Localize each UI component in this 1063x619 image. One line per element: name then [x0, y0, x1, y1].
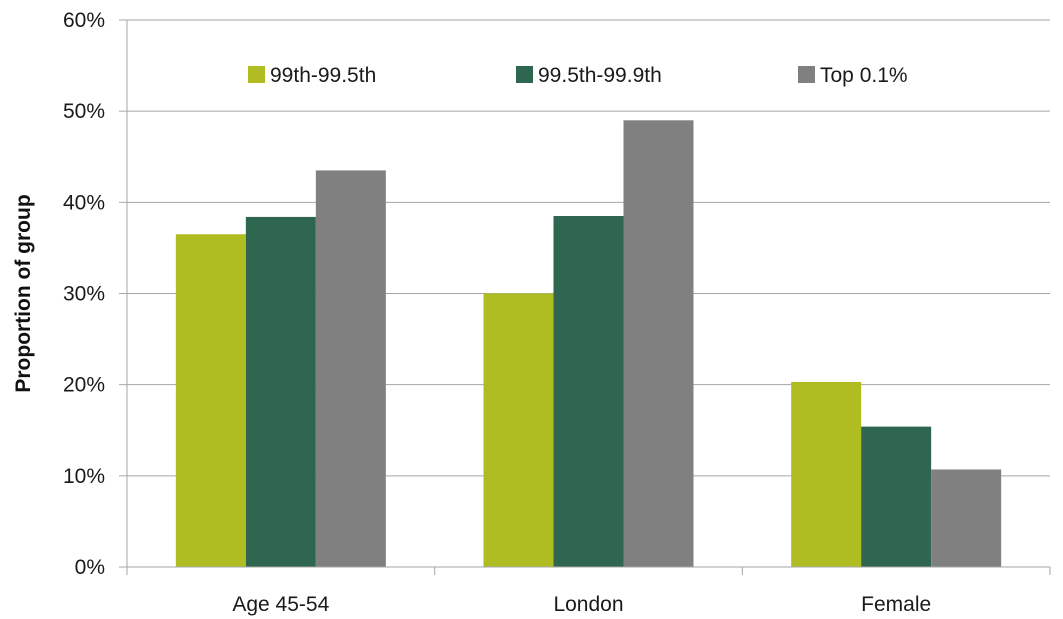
- y-tick-label: 0%: [75, 556, 105, 579]
- legend-label: 99.5th-99.9th: [538, 64, 662, 87]
- legend: 99th-99.5th 99.5th-99.9th Top 0.1%: [248, 64, 908, 87]
- x-tick-label: Female: [861, 593, 931, 616]
- x-tick-label: London: [553, 593, 623, 616]
- legend-swatch: [248, 66, 265, 83]
- legend-label: Top 0.1%: [820, 64, 908, 87]
- bar: [553, 216, 624, 567]
- y-tick-label: 50%: [63, 100, 105, 123]
- bar: [483, 293, 554, 567]
- bar: [245, 216, 316, 568]
- bar: [175, 234, 246, 567]
- y-tick-label: 60%: [63, 9, 105, 32]
- legend-swatch: [516, 66, 533, 83]
- legend-label: 99th-99.5th: [270, 64, 376, 87]
- y-tick-label: 20%: [63, 374, 105, 397]
- y-tick-label: 30%: [63, 283, 105, 306]
- y-tick-label: 10%: [63, 465, 105, 488]
- bar: [623, 120, 694, 568]
- x-tick-label: Age 45-54: [232, 593, 329, 616]
- bar: [861, 426, 932, 567]
- legend-item: 99.5th-99.9th: [516, 64, 662, 87]
- y-tick-label: 40%: [63, 191, 105, 214]
- bar: [791, 381, 862, 567]
- bars: [175, 120, 1002, 568]
- bar: [931, 469, 1002, 567]
- bar: [315, 170, 386, 568]
- y-tick-labels: 0% 10% 20% 30% 40% 50% 60%: [63, 9, 105, 579]
- legend-swatch: [798, 66, 815, 83]
- x-tick-labels: Age 45-54 London Female: [232, 593, 931, 616]
- axes: [119, 19, 1051, 575]
- y-axis-title: Proportion of group: [12, 194, 35, 392]
- legend-item: 99th-99.5th: [248, 64, 376, 87]
- legend-item: Top 0.1%: [798, 64, 908, 87]
